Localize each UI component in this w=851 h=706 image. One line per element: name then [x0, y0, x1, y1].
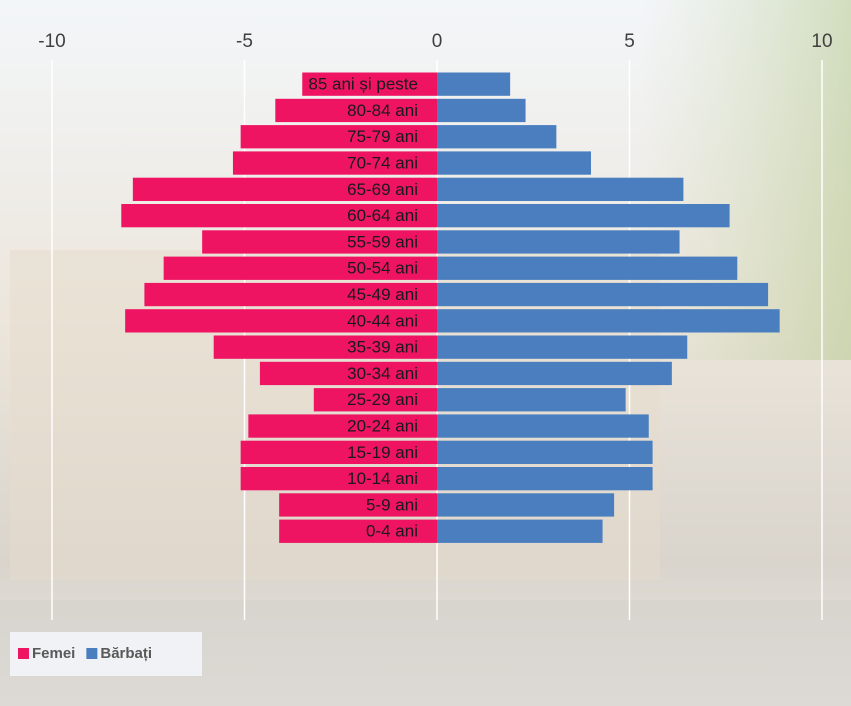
category-label: 45-49 ani	[347, 285, 418, 304]
category-label: 25-29 ani	[347, 390, 418, 409]
legend-label: Bărbați	[100, 645, 152, 662]
bar	[437, 72, 511, 96]
legend-swatch	[86, 648, 98, 659]
bar	[437, 388, 626, 412]
bar	[437, 519, 603, 543]
bar	[437, 177, 684, 201]
bar	[437, 414, 649, 438]
bar	[125, 309, 438, 333]
legend: Femei Bărbați	[10, 632, 202, 676]
bar	[313, 388, 437, 412]
bar	[302, 72, 437, 96]
bar	[437, 204, 730, 228]
x-tick-label: 10	[811, 31, 832, 52]
x-tick-label: -10	[38, 31, 65, 52]
bar	[240, 467, 437, 491]
legend-swatch	[18, 648, 29, 659]
bar	[275, 98, 437, 123]
category-label: 30-34 ani	[347, 364, 418, 383]
legend-label: Femei	[32, 645, 75, 662]
bar	[132, 177, 437, 201]
bar	[279, 519, 437, 543]
bar	[279, 493, 437, 517]
category-label: 50-54 ani	[347, 259, 418, 278]
category-label: 60-64 ani	[347, 206, 418, 225]
x-tick-label: 5	[624, 31, 635, 52]
bar	[163, 256, 437, 280]
bar	[437, 467, 653, 491]
bar	[437, 151, 591, 175]
bar	[248, 414, 437, 438]
bar	[240, 125, 437, 149]
category-label: 0-4 ani	[366, 522, 418, 541]
bar	[213, 335, 437, 359]
bar	[121, 204, 438, 228]
category-label: 55-59 ani	[347, 232, 418, 251]
bar	[259, 361, 437, 386]
bar	[437, 309, 780, 333]
bar	[437, 361, 672, 386]
category-label: 10-14 ani	[347, 469, 418, 488]
bar	[240, 440, 437, 464]
category-label: 70-74 ani	[347, 154, 418, 173]
bar	[232, 151, 437, 175]
x-tick-label: -5	[236, 31, 253, 52]
category-label: 5-9 ani	[366, 495, 418, 514]
x-tick-label: 0	[432, 31, 443, 52]
plot-area: -10 -5 0 5 10 85 ani și peste 80-84 ani 75-79 a…	[38, 31, 833, 620]
category-label: 40-44 ani	[347, 311, 418, 330]
bar	[437, 440, 653, 464]
category-label: 75-79 ani	[347, 127, 418, 146]
category-label: 20-24 ani	[347, 417, 418, 436]
bar	[437, 98, 526, 123]
bar	[202, 230, 437, 254]
bar	[437, 282, 769, 307]
bar	[437, 230, 680, 254]
bar	[437, 125, 557, 149]
bar	[437, 256, 738, 280]
category-label: 35-39 ani	[347, 338, 418, 357]
category-label: 80-84 ani	[347, 101, 418, 120]
category-label: 85 ani și peste	[308, 75, 418, 94]
bar	[437, 493, 615, 517]
legend-box	[10, 632, 202, 676]
category-label: 15-19 ani	[347, 443, 418, 462]
bar	[144, 282, 437, 307]
category-label: 65-69 ani	[347, 180, 418, 199]
bar	[437, 335, 688, 359]
